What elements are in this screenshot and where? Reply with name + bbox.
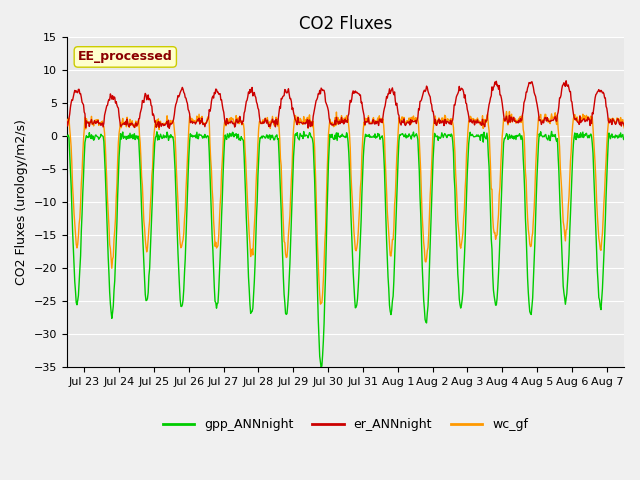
Title: CO2 Fluxes: CO2 Fluxes — [299, 15, 392, 33]
gpp_ANNnight — [548, 129, 556, 134]
er_ANNnight — [232, 122, 239, 128]
gpp_ANNnight — [280, 275, 287, 281]
Line: gpp_ANNnight: gpp_ANNnight — [67, 132, 624, 368]
wc_gf — [259, 121, 266, 127]
gpp_ANNnight — [620, 137, 628, 143]
wc_gf — [129, 118, 136, 124]
er_ANNnight — [259, 119, 267, 125]
er_ANNnight — [63, 119, 70, 125]
wc_gf — [502, 108, 510, 114]
wc_gf — [280, 224, 287, 229]
er_ANNnight — [165, 125, 173, 131]
wc_gf — [231, 121, 239, 127]
gpp_ANNnight — [404, 134, 412, 140]
wc_gf — [63, 117, 70, 122]
Legend: gpp_ANNnight, er_ANNnight, wc_gf: gpp_ANNnight, er_ANNnight, wc_gf — [158, 413, 533, 436]
er_ANNnight — [129, 120, 136, 126]
Text: EE_processed: EE_processed — [78, 50, 173, 63]
wc_gf — [435, 115, 443, 121]
wc_gf — [317, 301, 324, 307]
er_ANNnight — [280, 93, 288, 98]
Y-axis label: CO2 Fluxes (urology/m2/s): CO2 Fluxes (urology/m2/s) — [15, 120, 28, 285]
wc_gf — [404, 119, 412, 124]
er_ANNnight — [563, 78, 570, 84]
Line: wc_gf: wc_gf — [67, 111, 624, 304]
Line: er_ANNnight: er_ANNnight — [67, 81, 624, 128]
er_ANNnight — [620, 123, 628, 129]
gpp_ANNnight — [63, 132, 70, 138]
er_ANNnight — [435, 116, 443, 122]
gpp_ANNnight — [231, 132, 239, 137]
er_ANNnight — [404, 119, 412, 125]
gpp_ANNnight — [259, 135, 266, 141]
gpp_ANNnight — [317, 365, 325, 371]
gpp_ANNnight — [129, 132, 136, 138]
gpp_ANNnight — [435, 134, 443, 140]
wc_gf — [620, 125, 628, 131]
